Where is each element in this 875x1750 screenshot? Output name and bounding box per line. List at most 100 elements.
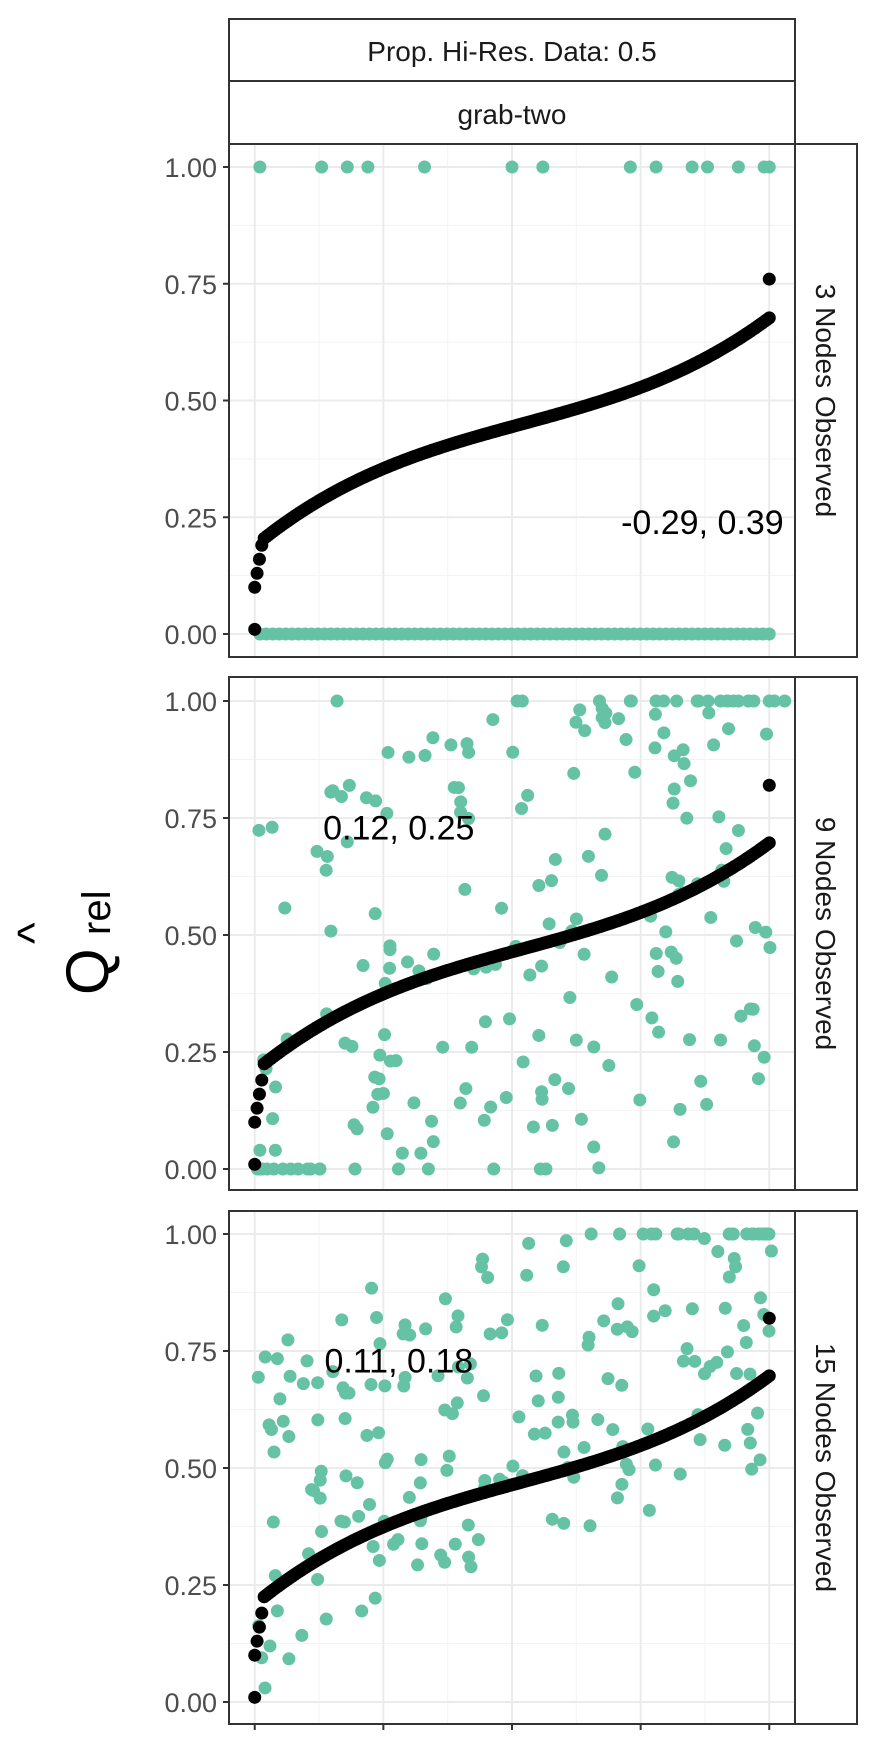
observed-point — [619, 733, 633, 747]
observed-point — [569, 912, 583, 926]
observed-point — [370, 1311, 384, 1325]
observed-point — [438, 1555, 452, 1569]
observed-point — [731, 160, 745, 174]
observed-point — [324, 924, 338, 938]
observed-point — [672, 874, 686, 888]
observed-point — [753, 1291, 767, 1305]
observed-point — [535, 1318, 549, 1332]
observed-point — [449, 1320, 463, 1334]
sorted-point — [248, 622, 262, 636]
observed-point — [361, 160, 375, 174]
observed-point — [743, 1367, 757, 1381]
observed-point — [667, 749, 681, 763]
observed-point — [478, 1015, 492, 1029]
observed-point — [477, 1113, 491, 1127]
observed-point — [383, 943, 397, 957]
observed-point — [645, 1011, 659, 1025]
observed-point — [512, 1410, 526, 1424]
observed-point — [577, 1440, 591, 1454]
observed-point — [338, 1412, 352, 1426]
observed-point — [545, 1512, 559, 1526]
observed-point — [368, 1591, 382, 1605]
facet-strip-box — [794, 1210, 858, 1725]
observed-point — [545, 1118, 559, 1132]
observed-point — [573, 703, 587, 717]
observed-point — [421, 1162, 435, 1176]
observed-point — [707, 738, 721, 752]
observed-point — [624, 694, 638, 708]
observed-point — [521, 788, 535, 802]
observed-point — [566, 1415, 580, 1429]
observed-point — [372, 1553, 386, 1567]
observed-point — [683, 774, 697, 788]
observed-point — [475, 1260, 489, 1274]
observed-point — [391, 1162, 405, 1176]
observed-point — [337, 1515, 351, 1529]
observed-point — [364, 1378, 378, 1392]
y-axis-title-hat: ^ — [8, 922, 60, 944]
sorted-point — [250, 1101, 264, 1115]
observed-point — [411, 1558, 425, 1572]
observed-point — [282, 1430, 296, 1444]
observed-point — [398, 1370, 412, 1384]
observed-point — [688, 1354, 702, 1368]
observed-point — [450, 1396, 464, 1410]
observed-point — [348, 1162, 362, 1176]
observed-point — [651, 964, 665, 978]
observed-point — [753, 1453, 767, 1467]
facet-strip-label: 9 Nodes Observed — [810, 817, 841, 1050]
observed-point — [718, 1438, 732, 1452]
observed-point — [557, 1516, 571, 1530]
observed-point — [532, 1028, 546, 1042]
observed-point — [335, 1313, 349, 1327]
observed-point — [451, 1309, 465, 1323]
observed-point — [610, 1322, 624, 1336]
observed-point — [611, 1297, 625, 1311]
facet-strip-box — [794, 143, 858, 658]
observed-point — [659, 925, 673, 939]
observed-point — [454, 795, 468, 809]
observed-point — [587, 1140, 601, 1154]
observed-point — [701, 160, 715, 174]
observed-point — [569, 1033, 583, 1047]
observed-point — [648, 741, 662, 755]
observed-point — [731, 824, 745, 838]
observed-point — [615, 1378, 629, 1392]
observed-point — [495, 901, 509, 915]
observed-point — [300, 1354, 314, 1368]
observed-point — [760, 1227, 774, 1241]
observed-point — [380, 806, 394, 820]
observed-point — [722, 1227, 736, 1241]
observed-point — [734, 1009, 748, 1023]
observed-point — [751, 1072, 765, 1086]
observed-point — [270, 1352, 284, 1366]
observed-point — [641, 1422, 655, 1436]
observed-point — [697, 1231, 711, 1245]
observed-point — [535, 1085, 549, 1099]
sorted-point — [762, 272, 776, 286]
y-tick-label: 0.75 — [164, 804, 217, 834]
observed-point — [722, 722, 736, 736]
observed-point — [683, 1033, 697, 1047]
observed-point — [265, 820, 279, 834]
observed-point — [347, 1118, 361, 1132]
observed-point — [515, 694, 529, 708]
observed-point — [657, 694, 671, 708]
observed-point — [282, 1652, 296, 1666]
y-axis-title-sub: rel — [75, 891, 119, 935]
observed-point — [729, 934, 743, 948]
observed-point — [595, 868, 609, 882]
observed-point — [673, 1102, 687, 1116]
observed-point — [278, 901, 292, 915]
observed-point — [642, 1503, 656, 1517]
observed-point — [295, 1628, 309, 1642]
observed-point — [666, 796, 680, 810]
y-tick-label: 0.25 — [164, 503, 217, 533]
observed-point — [320, 849, 334, 863]
observed-point — [373, 1048, 387, 1062]
y-tick-label: 0.50 — [164, 1454, 217, 1484]
observed-point — [718, 1301, 732, 1315]
sorted-point — [762, 778, 776, 792]
observed-point — [610, 1491, 624, 1505]
observed-point — [542, 917, 556, 931]
